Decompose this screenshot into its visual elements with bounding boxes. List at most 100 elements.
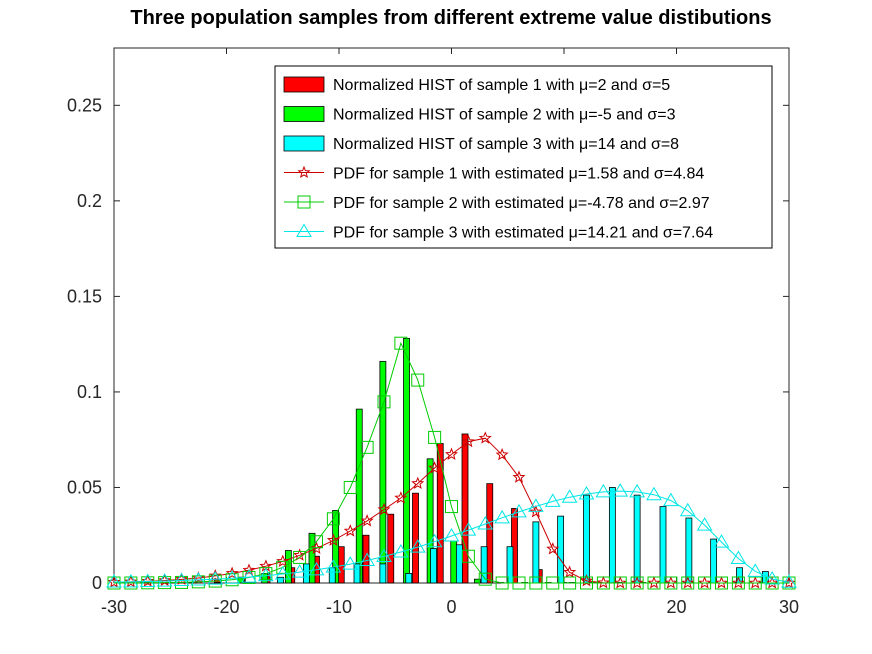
pdf-marker-sample-3 — [494, 509, 510, 524]
legend-swatch — [283, 135, 325, 152]
pdf-marker-sample-1 — [242, 563, 256, 576]
pdf-marker-sample-3 — [190, 571, 207, 586]
chart-title: Three population samples from different … — [130, 7, 771, 29]
pdf-marker-sample-2 — [715, 576, 728, 590]
pdf-marker-sample-2 — [326, 512, 340, 526]
legend-item-1: Normalized HIST of sample 1 with μ=2 and… — [283, 76, 670, 94]
pdf-marker-sample-2 — [731, 576, 745, 590]
legend-item-6: PDF for sample 3 with estimated μ=14.21 … — [284, 223, 713, 242]
pdf-marker-sample-2 — [546, 576, 560, 590]
pdf-marker-sample-3 — [156, 573, 173, 587]
x-tick-label: 20 — [666, 597, 686, 617]
pdf-marker-sample-3 — [258, 567, 274, 582]
pdf-marker-sample-3 — [663, 492, 679, 507]
pdf-marker-sample-1 — [529, 505, 543, 518]
hist-bar-sample-3 — [532, 521, 540, 584]
pdf-marker-sample-2 — [664, 576, 678, 590]
hist-bar-sample-1 — [362, 534, 370, 584]
pdf-marker-sample-2 — [495, 576, 509, 590]
pdf-marker-sample-1 — [141, 574, 155, 587]
hist-bar-sample-3 — [557, 515, 565, 584]
hist-bar-sample-3 — [659, 506, 667, 584]
pdf-marker-sample-2 — [191, 575, 205, 589]
legend-item-5: PDF for sample 2 with estimated μ=-4.78 … — [284, 195, 710, 212]
y-tick-label: 0 — [92, 573, 102, 593]
pdf-marker-sample-3 — [544, 493, 561, 507]
pdf-marker-sample-2 — [158, 576, 172, 590]
pdf-marker-sample-1 — [613, 576, 627, 589]
hist-bar-sample-3 — [353, 563, 361, 584]
pdf-marker-sample-1 — [343, 524, 357, 537]
hist-bar-sample-2 — [403, 338, 410, 584]
x-tick-label: -20 — [213, 597, 239, 617]
axis-ticks: -30 -20 -10 0 10 20 30 0 0.05 0.1 0.15 0.2 0.25 — [67, 48, 799, 617]
pdf-marker-sample-3 — [106, 574, 122, 588]
pdf-marker-sample-1 — [765, 576, 779, 589]
pdf-marker-sample-3 — [561, 489, 578, 503]
pdf-marker-sample-1 — [411, 476, 425, 489]
pdf-marker-sample-2 — [681, 576, 695, 590]
pdf-marker-sample-1 — [175, 572, 188, 585]
pdf-marker-sample-3 — [173, 572, 190, 587]
legend-marker — [297, 165, 311, 178]
hist-bar-sample-3 — [480, 546, 488, 584]
pdf-marker-sample-2 — [343, 480, 357, 494]
pdf-marker-sample-3 — [646, 486, 662, 501]
pdf-marker-sample-2 — [461, 549, 475, 563]
pdf-marker-sample-1 — [276, 554, 290, 568]
pdf-marker-sample-2 — [259, 567, 273, 581]
pdf-marker-sample-3 — [409, 539, 426, 553]
pdf-marker-sample-3 — [679, 502, 696, 517]
pdf-marker-sample-2 — [208, 574, 222, 588]
legend-label: PDF for sample 3 with estimated μ=14.21 … — [333, 225, 713, 242]
hist-bar-sample-2 — [308, 532, 316, 584]
legend-item-2: Normalized HIST of sample 2 with μ=-5 an… — [283, 106, 676, 124]
pdf-marker-sample-3 — [139, 573, 156, 587]
hist-bar-sample-1 — [461, 433, 469, 584]
hist-bar-sample-1 — [387, 513, 395, 584]
pdf-marker-sample-1 — [107, 575, 121, 588]
legend: Normalized HIST of sample 1 with μ=2 and… — [274, 65, 773, 249]
legend-label: Normalized HIST of sample 1 with μ=2 and… — [333, 77, 670, 94]
pdf-marker-sample-3 — [612, 483, 629, 497]
pdf-marker-sample-2 — [748, 576, 762, 590]
pdf-marker-sample-1 — [630, 576, 644, 589]
hist-bar-sample-2 — [473, 578, 481, 584]
pdf-marker-sample-1 — [495, 447, 509, 461]
pdf-marker-sample-2 — [596, 576, 610, 590]
pdf-marker-sample-1 — [478, 431, 492, 444]
pdf-marker-sample-2 — [293, 550, 307, 564]
pdf-marker-sample-2 — [107, 576, 121, 590]
pdf-marker-sample-3 — [393, 544, 409, 558]
pdf-marker-sample-2 — [225, 573, 239, 587]
pdf-marker-sample-2 — [512, 576, 526, 590]
hist-bar-sample-3 — [328, 567, 336, 584]
pdf-marker-sample-3 — [123, 573, 139, 588]
x-tick-label: 30 — [779, 597, 799, 617]
legend-marker — [296, 223, 312, 237]
legend-label: PDF for sample 2 with estimated μ=-4.78 … — [333, 195, 710, 212]
pdf-marker-sample-3 — [376, 548, 392, 562]
hist-bar-sample-3 — [277, 576, 284, 584]
pdf-marker-sample-2 — [698, 576, 712, 590]
pdf-marker-sample-3 — [274, 566, 291, 580]
pdf-marker-sample-3 — [308, 561, 325, 576]
legend-label: PDF for sample 1 with estimated μ=1.58 a… — [333, 166, 704, 183]
pdf-marker-sample-2 — [630, 576, 644, 590]
pdf-marker-sample-1 — [377, 502, 391, 516]
pdf-marker-sample-1 — [681, 576, 695, 589]
pdf-marker-sample-3 — [241, 569, 257, 583]
pdf-marker-sample-1 — [445, 447, 458, 461]
y-tick-label: 0.05 — [67, 477, 102, 497]
pdf-marker-sample-2 — [445, 500, 458, 514]
pdf-marker-sample-1 — [647, 576, 661, 589]
pdf-marker-sample-2 — [377, 395, 391, 409]
hist-bar-sample-3 — [379, 563, 387, 584]
pdf-marker-sample-1 — [731, 576, 745, 589]
pdf-marker-sample-3 — [713, 534, 730, 548]
pdf-marker-sample-3 — [781, 574, 797, 588]
hist-bar-sample-3 — [633, 494, 641, 584]
pdf-marker-sample-1 — [326, 533, 340, 546]
pdf-marker-sample-2 — [782, 576, 796, 590]
